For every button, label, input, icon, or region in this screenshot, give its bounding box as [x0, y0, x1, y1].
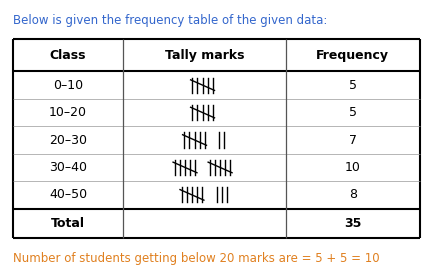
Text: 10–20: 10–20: [49, 106, 87, 119]
Text: Frequency: Frequency: [317, 49, 389, 62]
Text: 8: 8: [349, 188, 357, 201]
Text: Number of students getting below 20 marks are = 5 + 5 = 10: Number of students getting below 20 mark…: [13, 252, 380, 265]
Text: 0–10: 0–10: [53, 79, 83, 92]
Text: 7: 7: [349, 134, 357, 146]
Text: 5: 5: [349, 79, 357, 92]
Text: 20–30: 20–30: [49, 134, 87, 146]
Text: 5: 5: [349, 106, 357, 119]
Text: 30–40: 30–40: [49, 161, 87, 174]
Text: Tally marks: Tally marks: [165, 49, 244, 62]
Text: 10: 10: [345, 161, 361, 174]
Text: Below is given the frequency table of the given data:: Below is given the frequency table of th…: [13, 14, 327, 27]
Text: 40–50: 40–50: [49, 188, 87, 201]
Text: 35: 35: [344, 217, 362, 230]
Text: Total: Total: [51, 217, 85, 230]
Text: Class: Class: [50, 49, 86, 62]
